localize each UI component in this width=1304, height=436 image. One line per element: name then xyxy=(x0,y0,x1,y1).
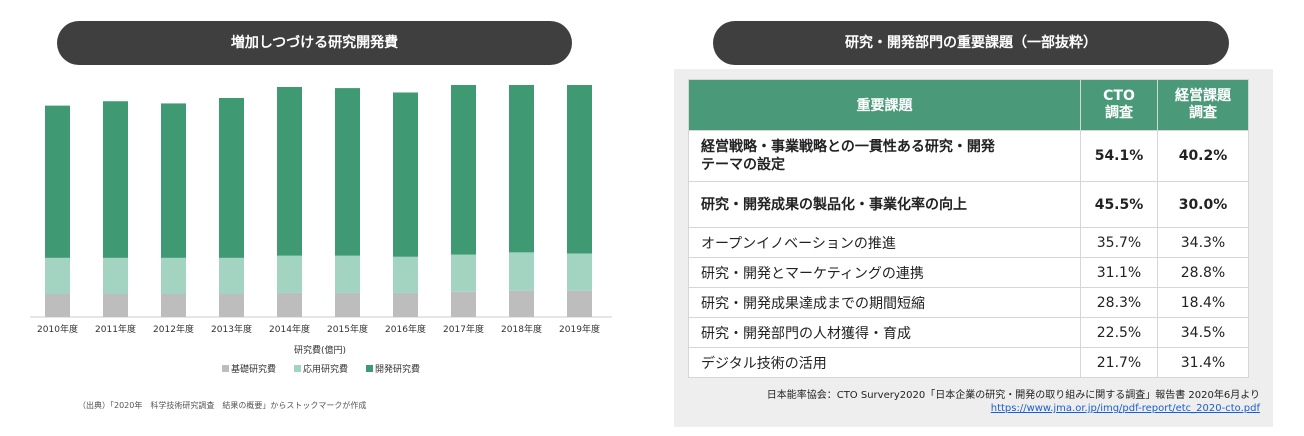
bar-segment xyxy=(161,103,186,258)
bar-segment xyxy=(103,101,128,258)
bar-segment xyxy=(509,85,534,253)
header-mgmt: 経営課題 調査 xyxy=(1157,79,1249,131)
source-note: （出典）「2020年 科学技術研究調査 結果の概要」からストックマークが作成 xyxy=(78,401,367,410)
bar-segment xyxy=(509,290,534,317)
table-row: オープンイノベーションの推進 35.7% 34.3% xyxy=(688,227,1249,258)
source-link[interactable]: https://www.jma.or.jp/img/pdf-report/etc… xyxy=(990,403,1260,414)
x-tick-label: 2019年度 xyxy=(559,323,600,335)
cto-value: 54.1% xyxy=(1080,130,1158,182)
legend-swatch xyxy=(294,365,301,372)
x-tick-label: 2015年度 xyxy=(327,323,368,335)
issue-label: 経営戦略・事業戦略との一貫性ある研究・開発 テーマの設定 xyxy=(688,130,1081,182)
mgmt-value: 31.4% xyxy=(1157,347,1249,378)
cto-value: 28.3% xyxy=(1080,287,1158,318)
rd-expense-chart: 2010年度 2011年度 2012年度 2013年度 2014年度 2015年度 2016… xyxy=(30,85,612,375)
chart-title: 増加しつづける研究開発費 xyxy=(57,21,572,65)
bar-segment xyxy=(45,257,70,294)
cto-value: 31.1% xyxy=(1080,257,1158,288)
bar-segment xyxy=(277,292,302,317)
bar-segment xyxy=(567,253,592,291)
bar-segment xyxy=(103,257,128,294)
bar-segment xyxy=(393,256,418,293)
x-tick-label: 2016年度 xyxy=(385,323,426,335)
table-row: 研究・開発成果の製品化・事業化率の向上 45.5% 30.0% xyxy=(688,181,1249,228)
cto-value: 21.7% xyxy=(1080,347,1158,378)
mgmt-value: 34.5% xyxy=(1157,317,1249,348)
mgmt-value: 18.4% xyxy=(1157,287,1249,318)
table-row: デジタル技術の活用 21.7% 31.4% xyxy=(688,347,1249,378)
x-tick-label: 2012年度 xyxy=(153,323,194,335)
x-tick-label: 2010年度 xyxy=(37,323,78,335)
source-line: 日本能率協会：CTO Survery2020「日本企業の研究・開発の取り組みに関… xyxy=(766,390,1260,401)
legend-label: 応用研究費 xyxy=(303,363,348,375)
mgmt-value: 28.8% xyxy=(1157,257,1249,288)
bar-segment xyxy=(567,85,592,254)
issue-label: 研究・開発成果達成までの期間短縮 xyxy=(688,287,1081,318)
header-cto: CTO 調査 xyxy=(1080,79,1158,131)
cto-value: 35.7% xyxy=(1080,227,1158,258)
x-tick-label: 2011年度 xyxy=(95,323,136,335)
table-row: 経営戦略・事業戦略との一貫性ある研究・開発 テーマの設定 54.1% 40.2% xyxy=(688,130,1249,182)
legend-swatch xyxy=(222,365,229,372)
bar-segment xyxy=(219,294,244,317)
bar-segment xyxy=(161,257,186,294)
cto-value: 45.5% xyxy=(1080,181,1158,228)
bar-segment xyxy=(277,87,302,256)
bar-segment xyxy=(567,290,592,317)
mgmt-value: 30.0% xyxy=(1157,181,1249,228)
table-row: 研究・開発とマーケティングの連携 31.1% 28.8% xyxy=(688,257,1249,288)
issue-label: 研究・開発成果の製品化・事業化率の向上 xyxy=(688,181,1081,228)
x-tick-label: 2014年度 xyxy=(269,323,310,335)
bar-segment xyxy=(451,254,476,292)
table-title: 研究・開発部門の重要課題（一部抜粋） xyxy=(713,21,1229,65)
bar-segment xyxy=(393,92,418,257)
bar-segment xyxy=(335,88,360,256)
bar-segment xyxy=(277,255,302,293)
header-issue: 重要課題 xyxy=(688,79,1081,131)
issue-label: 研究・開発部門の人材獲得・育成 xyxy=(688,317,1081,348)
x-tick-label: 2013年度 xyxy=(211,323,252,335)
issue-label: 研究・開発とマーケティングの連携 xyxy=(688,257,1081,288)
bar-segment xyxy=(393,292,418,317)
x-tick-label: 2017年度 xyxy=(443,323,484,335)
bar-segment xyxy=(161,294,186,317)
bar-segment xyxy=(451,85,476,255)
table-row: 研究・開発部門の人材獲得・育成 22.5% 34.5% xyxy=(688,317,1249,348)
mgmt-value: 34.3% xyxy=(1157,227,1249,258)
issue-label: オープンイノベーションの推進 xyxy=(688,227,1081,258)
legend-swatch xyxy=(366,365,373,372)
bar-segment xyxy=(45,105,70,258)
legend-label: 基礎研究費 xyxy=(231,363,276,375)
issue-label: デジタル技術の活用 xyxy=(688,347,1081,378)
x-axis-label: 研究費(億円) xyxy=(294,344,346,356)
bar-segment xyxy=(451,291,476,317)
x-tick-label: 2018年度 xyxy=(501,323,542,335)
table-header-row: 重要課題 CTO 調査 経営課題 調査 xyxy=(688,79,1249,131)
bar-segment xyxy=(219,97,244,258)
bar-segment xyxy=(335,292,360,317)
bar-segment xyxy=(219,257,244,294)
bar-segment xyxy=(335,255,360,293)
bar-segment xyxy=(509,252,534,291)
issues-table: 重要課題 CTO 調査 経営課題 調査 経営戦略・事業戦略との一貫性ある研究・開発テ… xyxy=(688,79,1249,378)
bar-segment xyxy=(103,294,128,317)
bar-segment xyxy=(45,294,70,317)
mgmt-value: 40.2% xyxy=(1157,130,1249,182)
table-row: 研究・開発成果達成までの期間短縮 28.3% 18.4% xyxy=(688,287,1249,318)
legend-label: 開発研究費 xyxy=(375,363,420,375)
cto-value: 22.5% xyxy=(1080,317,1158,348)
table-source: 日本能率協会：CTO Survery2020「日本企業の研究・開発の取り組みに関… xyxy=(767,389,1260,415)
